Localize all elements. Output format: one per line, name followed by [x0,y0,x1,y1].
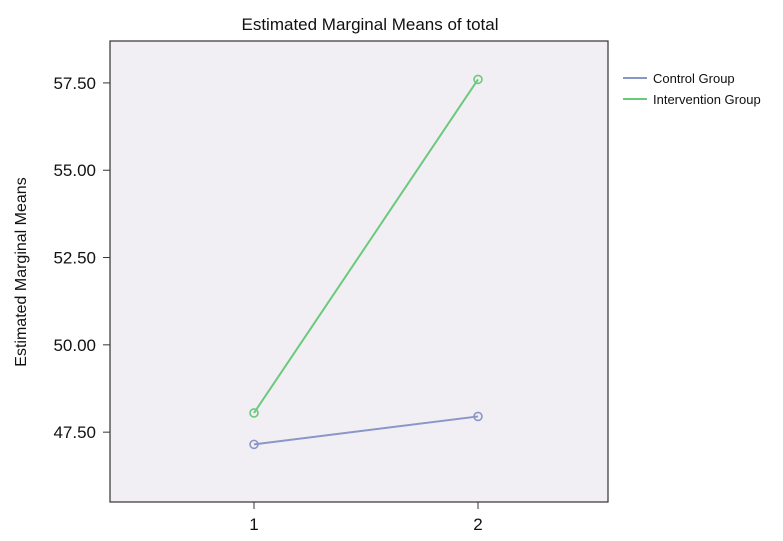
data-point-intervention-group-2 [473,74,483,85]
y-tick-label: 55.00 [53,161,96,180]
data-point-control-group-2 [473,411,483,422]
y-tick-label: 52.50 [53,249,96,268]
chart-title: Estimated Marginal Means of total [241,15,498,34]
y-axis-label: Estimated Marginal Means [13,177,30,366]
series-line-intervention-group [253,78,479,414]
plot-area [109,40,609,503]
series-line-control-group [253,415,479,446]
y-tick-label: 50.00 [53,336,96,355]
y-tick-label: 57.50 [53,74,96,93]
series-layer [249,74,483,450]
legend: Control Group Intervention Group [623,71,761,107]
data-point-control-group-1 [249,439,259,450]
y-tick-label: 47.50 [53,423,96,442]
x-tick-label: 1 [249,515,258,534]
legend-label: Control Group [653,71,735,86]
legend-label: Intervention Group [653,92,761,107]
y-axis: 47.50 50.00 52.50 55.00 57.50 [53,74,110,442]
x-tick-label: 2 [473,515,482,534]
data-point-intervention-group-1 [249,408,259,418]
